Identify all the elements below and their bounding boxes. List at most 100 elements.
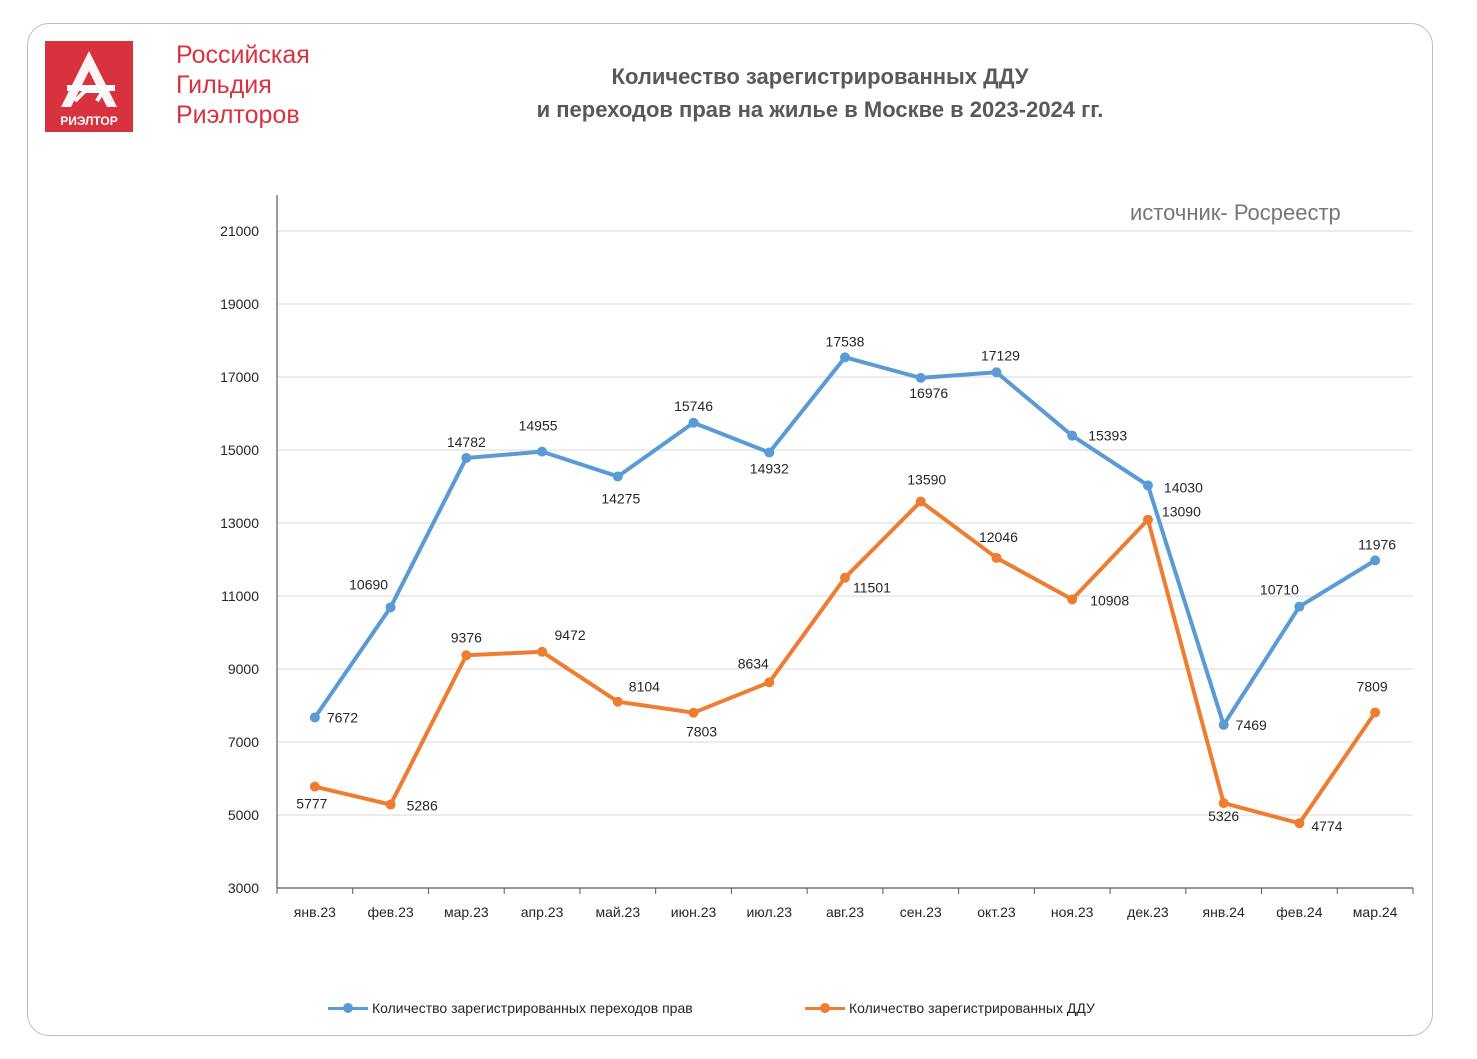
data-label: 7803 <box>686 724 717 740</box>
series-line <box>312 499 1378 826</box>
data-label: 15393 <box>1088 428 1127 444</box>
x-tick-label: мар.24 <box>1353 904 1398 920</box>
data-point <box>1142 514 1153 525</box>
data-label: 10908 <box>1090 592 1129 608</box>
data-label: 14932 <box>750 460 789 476</box>
legend-marker <box>343 1003 353 1013</box>
data-label: 4774 <box>1311 818 1342 834</box>
data-label: 11976 <box>1358 536 1396 552</box>
data-point <box>1218 719 1229 730</box>
data-point <box>612 471 623 482</box>
x-tick-label: авг.23 <box>826 904 864 920</box>
data-label: 14030 <box>1164 479 1203 495</box>
y-tick-label: 13000 <box>220 515 259 531</box>
data-label: 5326 <box>1208 808 1239 824</box>
data-point <box>309 781 320 792</box>
legend-label-ddu: Количество зарегистрированных ДДУ <box>849 1000 1095 1016</box>
data-label: 13590 <box>907 471 946 487</box>
data-label: 8634 <box>738 655 769 671</box>
y-tick-label: 5000 <box>228 807 259 823</box>
logo-stroke <box>73 89 107 103</box>
data-label: 17538 <box>826 333 865 349</box>
data-point <box>612 696 623 707</box>
x-tick-label: июл.23 <box>746 904 792 920</box>
legend-item-transfers[interactable]: Количество зарегистрированных переходов … <box>328 996 693 1020</box>
y-tick-label: 21000 <box>220 223 259 239</box>
data-label: 9376 <box>451 629 482 645</box>
data-point <box>1294 818 1305 829</box>
data-point <box>1294 601 1305 612</box>
data-label: 8104 <box>629 679 660 695</box>
y-tick-label: 11000 <box>221 588 259 604</box>
y-tick-label: 7000 <box>228 734 259 750</box>
org-name-line: Риэлторов <box>176 101 300 129</box>
data-point <box>1370 555 1381 566</box>
legend-marker <box>820 1003 830 1013</box>
chart-title-line-2: и переходов прав на жилье в Москве в 202… <box>536 97 1104 122</box>
data-label: 5286 <box>407 798 438 814</box>
data-point <box>991 552 1002 563</box>
x-tick-label: май.23 <box>595 904 640 920</box>
series-line <box>312 355 1378 727</box>
x-tick-label: фев.24 <box>1276 904 1322 920</box>
data-label: 14955 <box>519 418 558 434</box>
data-point <box>1067 594 1078 605</box>
x-tick-label: окт.23 <box>977 904 1016 920</box>
y-tick-label: 17000 <box>220 369 259 385</box>
data-point <box>991 367 1002 378</box>
data-label: 9472 <box>554 627 585 643</box>
legend-item-ddu[interactable]: Количество зарегистрированных ДДУ <box>805 996 1095 1020</box>
source-note: источник- Росреестр <box>1130 200 1341 225</box>
data-point <box>1142 480 1153 491</box>
organization-name: Российская Гильдия Риэлторов <box>176 40 310 130</box>
rgr-logo: РИЭЛТОР <box>45 41 133 132</box>
data-label: 15746 <box>674 398 713 414</box>
x-tick-label: дек.23 <box>1127 904 1169 920</box>
x-tick-label: ноя.23 <box>1051 904 1094 920</box>
data-point <box>764 677 775 688</box>
data-label: 11501 <box>853 580 891 596</box>
data-point <box>537 446 548 457</box>
data-point <box>840 572 850 583</box>
x-tick-label: янв.24 <box>1203 904 1245 920</box>
x-tick-label: июн.23 <box>671 904 717 920</box>
data-point <box>1218 798 1229 809</box>
data-point <box>1067 430 1078 441</box>
x-tick-label: сен.23 <box>900 904 942 920</box>
data-label: 17129 <box>981 347 1020 363</box>
org-name-line: Российская <box>176 41 310 69</box>
data-point <box>915 496 926 507</box>
logo-bar <box>67 85 115 91</box>
data-label: 5777 <box>296 796 327 812</box>
data-label: 14782 <box>447 434 486 450</box>
chart-title: Количество зарегистрированных ДДУ и пере… <box>420 60 1220 126</box>
data-point <box>461 452 472 463</box>
data-point <box>461 650 472 661</box>
legend-swatch-transfers <box>328 996 368 1020</box>
data-label: 7809 <box>1357 678 1388 694</box>
data-point <box>840 352 850 363</box>
chart-frame <box>27 23 1433 1036</box>
data-point <box>309 712 320 723</box>
data-point <box>1370 707 1381 718</box>
data-label: 16976 <box>909 385 948 401</box>
data-point <box>385 799 396 810</box>
legend-swatch-ddu <box>805 996 845 1020</box>
org-name-line: Гильдия <box>176 71 272 99</box>
chart-title-line-1: Количество зарегистрированных ДДУ <box>611 64 1029 89</box>
data-point <box>915 372 926 383</box>
data-label: 13090 <box>1162 504 1201 520</box>
data-point <box>688 707 699 718</box>
x-tick-label: апр.23 <box>521 904 564 920</box>
y-tick-label: 3000 <box>228 880 259 896</box>
x-tick-label: фев.23 <box>367 904 413 920</box>
data-label: 7672 <box>327 709 358 725</box>
y-tick-label: 19000 <box>220 296 259 312</box>
data-point <box>537 646 548 657</box>
data-label: 14275 <box>601 490 640 506</box>
x-tick-label: мар.23 <box>444 904 489 920</box>
data-label: 10690 <box>349 576 388 592</box>
x-tick-label: янв.23 <box>294 904 336 920</box>
data-point <box>688 417 699 428</box>
